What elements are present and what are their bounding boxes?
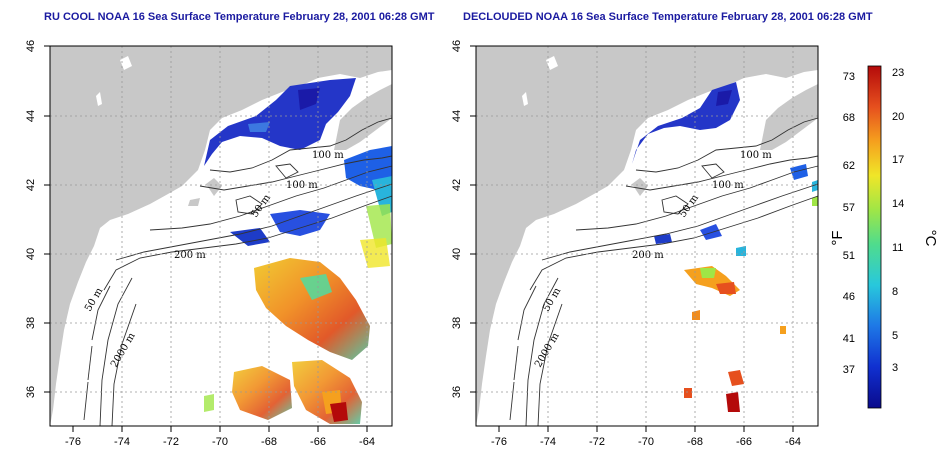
nova-scotia-land	[334, 84, 392, 150]
contour-label: 200 m	[632, 250, 664, 261]
c-tick-label: 5	[892, 330, 898, 342]
fahrenheit-unit-label: °F	[829, 230, 846, 245]
graticule	[50, 46, 392, 426]
x-tick-label: -76	[491, 436, 507, 448]
f-tick-label: 62	[843, 160, 855, 172]
c-tick-label: 17	[892, 154, 904, 166]
f-tick-label: 68	[843, 112, 855, 124]
y-tick-label: 46	[25, 40, 37, 52]
left-map-title: RU COOL NOAA 16 Sea Surface Temperature …	[44, 11, 435, 23]
contour-label: 100 m	[312, 150, 344, 161]
c-tick-label: 20	[892, 111, 904, 123]
y-tick-label: 36	[451, 386, 463, 398]
contour-label: 100 m	[286, 180, 318, 191]
x-tick-label: -66	[736, 436, 752, 448]
temperature-colorbar: 73 68 62 57 51 46 41 37 23 20 17 14 11 8…	[829, 65, 939, 409]
sst-warm-patches	[204, 204, 392, 424]
x-tick-label: -76	[65, 436, 81, 448]
f-tick-label: 37	[843, 364, 855, 376]
x-tick-label: -70	[638, 436, 654, 448]
celsius-ticks: 23 20 17 14 11 8 5 3	[892, 67, 904, 374]
x-tick-label: -74	[114, 436, 130, 448]
x-tick-label: -74	[540, 436, 556, 448]
f-tick-label: 73	[843, 71, 855, 83]
sst-warm-patches	[684, 196, 818, 412]
y-tick-label: 44	[451, 110, 463, 122]
f-tick-label: 51	[843, 250, 855, 262]
f-tick-label: 41	[843, 333, 855, 345]
graticule	[476, 46, 818, 426]
right-map-title: DECLOUDED NOAA 16 Sea Surface Temperatur…	[463, 11, 873, 23]
x-tick-label: -72	[589, 436, 605, 448]
coastline-land	[476, 46, 818, 426]
x-tick-label: -68	[261, 436, 277, 448]
c-tick-label: 11	[892, 242, 903, 254]
y-tick-label: 42	[451, 179, 463, 191]
contour-label: 200 m	[174, 250, 206, 261]
nova-scotia-land	[760, 84, 818, 150]
x-tick-label: -64	[785, 436, 801, 448]
fahrenheit-ticks: 73 68 62 57 51 46 41 37	[843, 71, 855, 376]
f-tick-label: 46	[843, 291, 855, 303]
x-tick-label: -64	[359, 436, 375, 448]
f-tick-label: 57	[843, 202, 855, 214]
y-tick-label: 42	[25, 179, 37, 191]
right-map-panel: 100 m 100 m 50 m 200 m 50 m 2000 m -76 -…	[451, 40, 819, 448]
colorbar-gradient	[867, 65, 882, 409]
left-map-panel: 100 m 100 m 50 m 200 m 50 m 2000 m -76 -…	[25, 40, 393, 448]
sst-cold-patches	[632, 82, 818, 256]
y-axis-ticks: 46 44 42 40 38 36	[451, 40, 476, 398]
x-tick-label: -72	[163, 436, 179, 448]
c-tick-label: 3	[892, 362, 898, 374]
c-tick-label: 14	[892, 198, 904, 210]
celsius-unit-label: °C	[922, 230, 939, 247]
y-tick-label: 46	[451, 40, 463, 52]
c-tick-label: 8	[892, 286, 898, 298]
y-tick-label: 44	[25, 110, 37, 122]
x-axis-ticks: -76 -74 -72 -70 -68 -66 -64	[491, 426, 801, 448]
y-tick-label: 38	[451, 317, 463, 329]
y-tick-label: 40	[451, 248, 463, 260]
x-tick-label: -70	[212, 436, 228, 448]
y-tick-label: 40	[25, 248, 37, 260]
contour-label: 100 m	[712, 180, 744, 191]
x-tick-label: -68	[687, 436, 703, 448]
c-tick-label: 23	[892, 67, 904, 79]
y-tick-label: 38	[25, 317, 37, 329]
contour-label: 100 m	[740, 150, 772, 161]
x-tick-label: -66	[310, 436, 326, 448]
coastline-land	[50, 46, 392, 426]
x-axis-ticks: -76 -74 -72 -70 -68 -66 -64	[65, 426, 375, 448]
sst-cold-patches	[204, 78, 392, 246]
y-axis-ticks: 46 44 42 40 38 36	[25, 40, 50, 398]
y-tick-label: 36	[25, 386, 37, 398]
